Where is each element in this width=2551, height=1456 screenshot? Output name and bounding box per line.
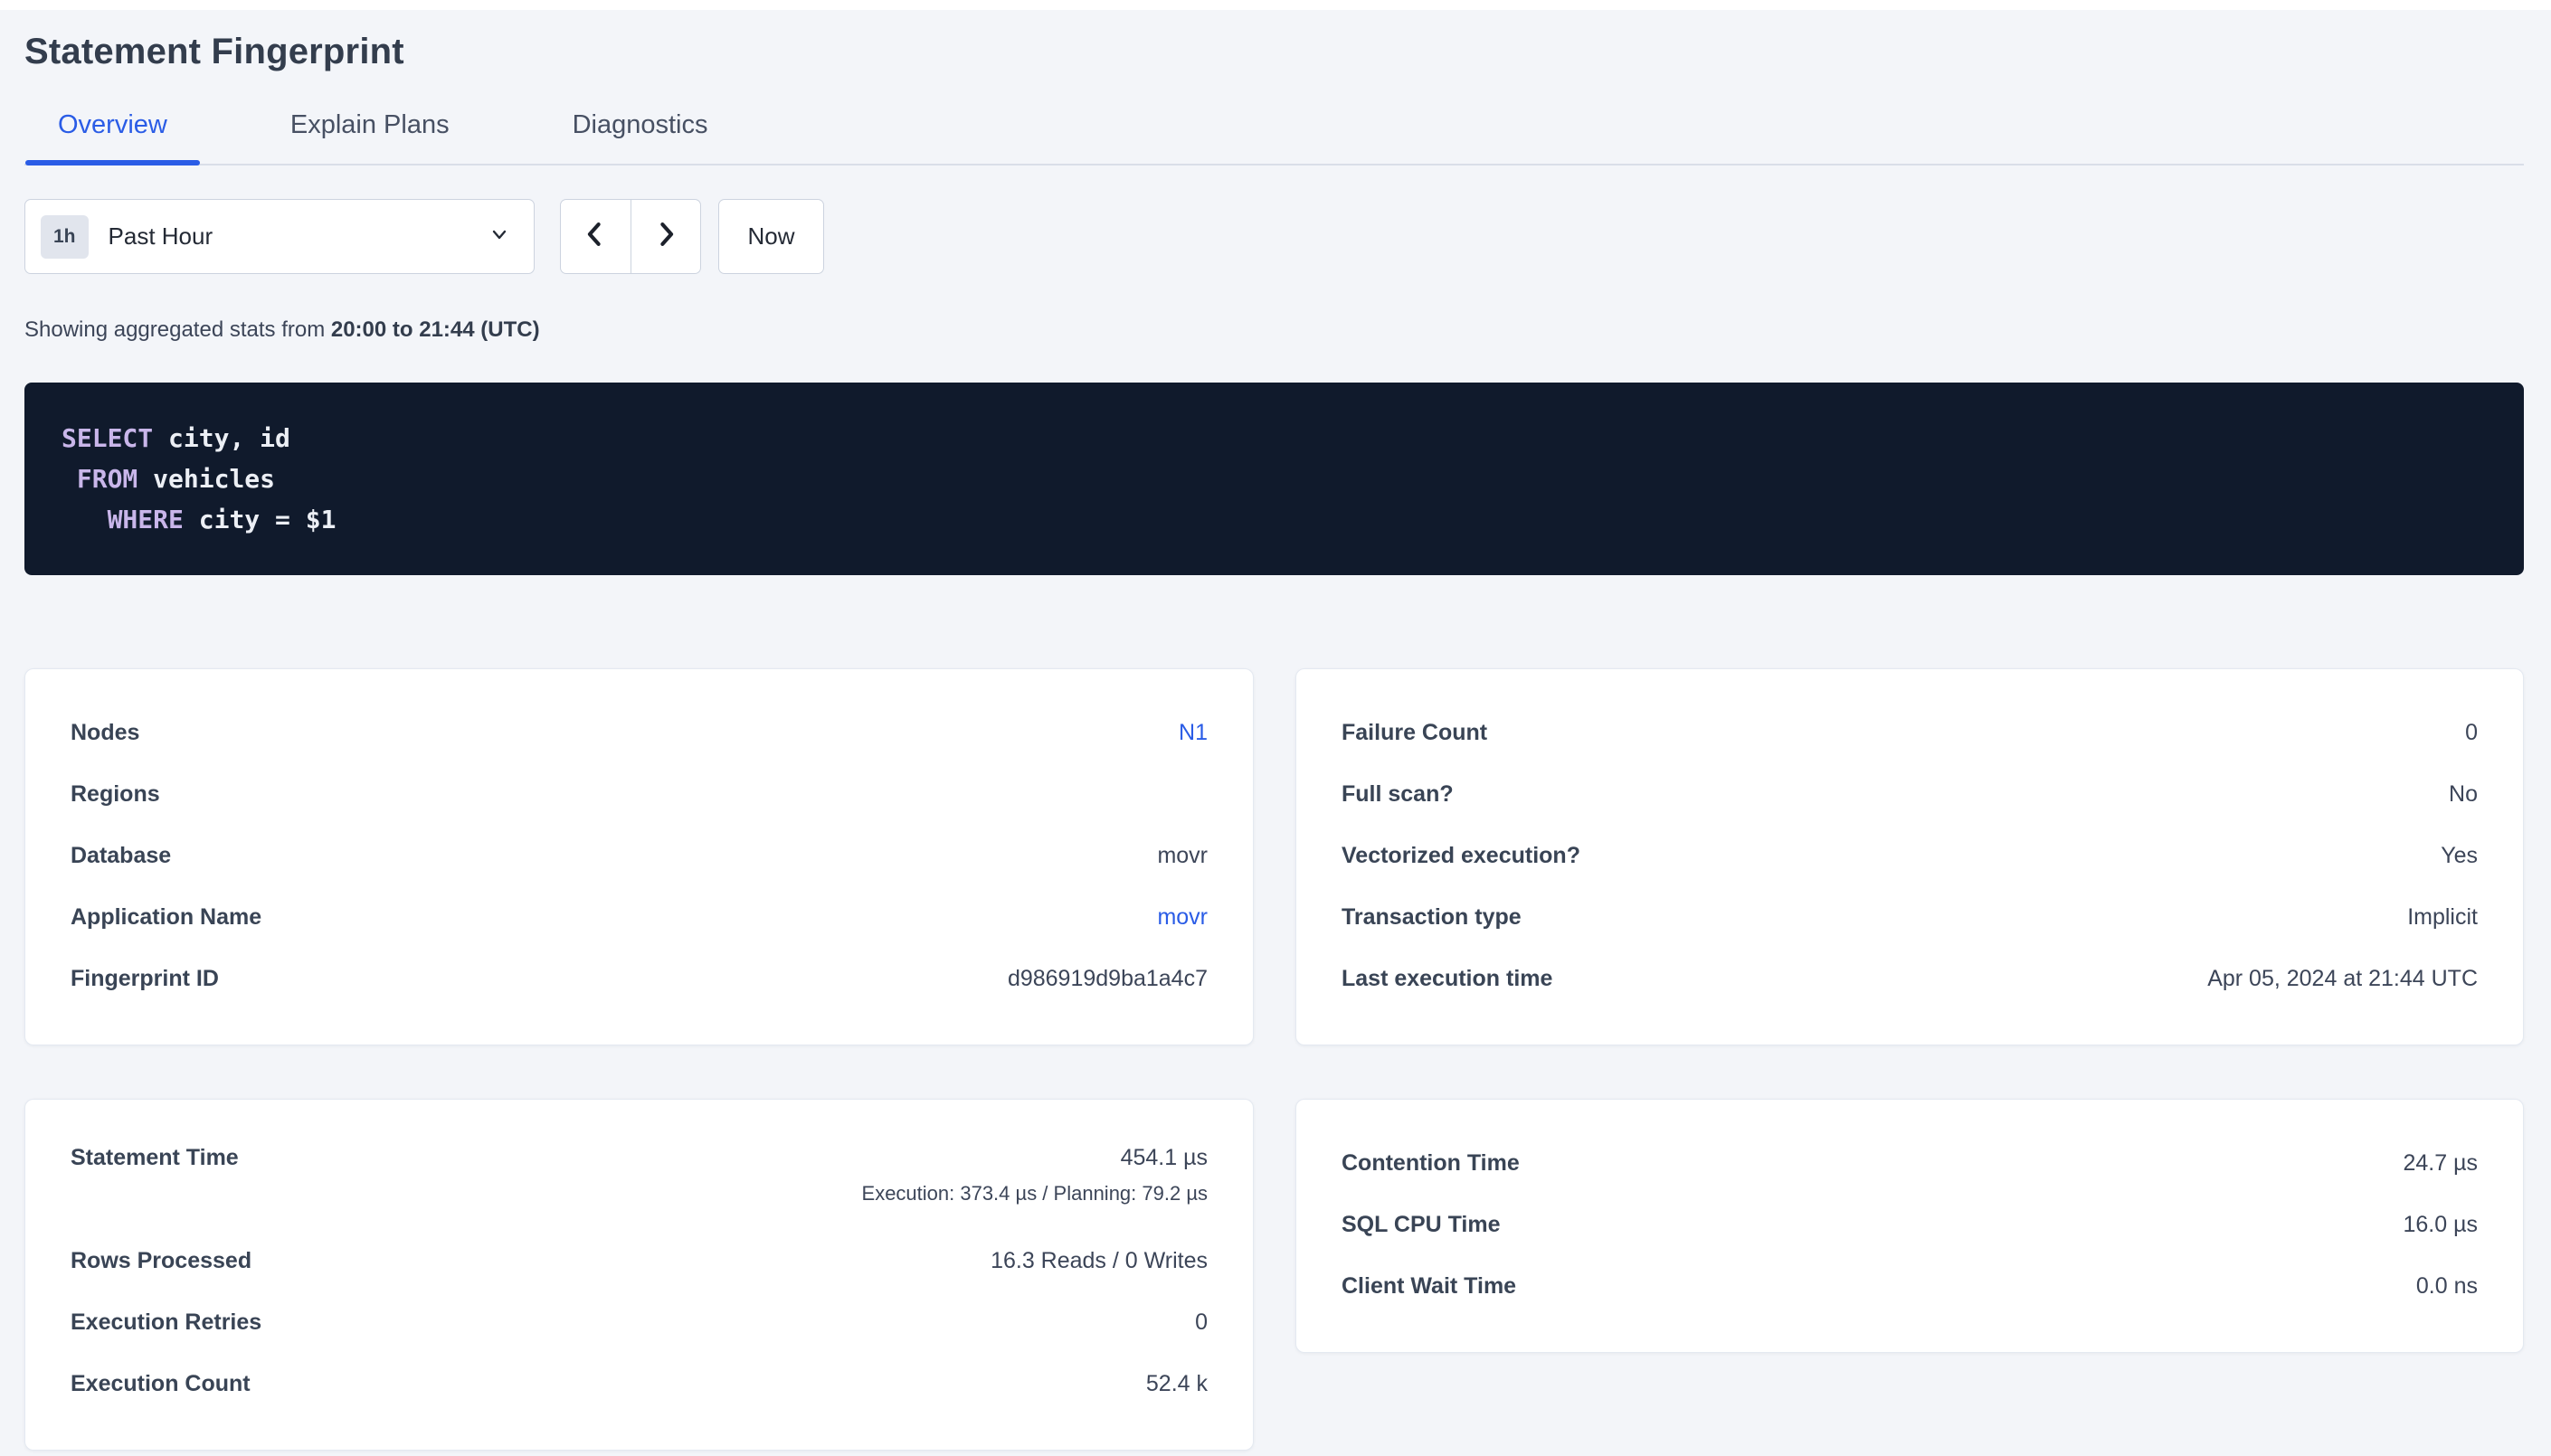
next-time-button[interactable] <box>631 200 701 273</box>
detail-row-transaction-type: Transaction type Implicit <box>1342 886 2478 948</box>
row-label: Client Wait Time <box>1342 1272 1517 1299</box>
statement-fingerprint-page: Statement Fingerprint Overview Explain P… <box>0 32 2551 1451</box>
row-label: Failure Count <box>1342 719 1488 745</box>
time-nav-group <box>560 199 701 274</box>
row-value: Yes <box>2441 842 2478 868</box>
stats-line-prefix: Showing aggregated stats from <box>24 317 331 342</box>
row-label: Application Name <box>71 903 262 930</box>
stats-line-range: 20:00 to 21:44 (UTC) <box>330 317 540 342</box>
stat-row-contention-time: Contention Time 24.7 µs <box>1342 1132 2478 1194</box>
nodes-link[interactable]: N1 <box>1179 719 1208 745</box>
detail-row-application-name: Application Name movr <box>71 886 1208 948</box>
chevron-right-icon <box>652 219 679 254</box>
stats-card-right: Contention Time 24.7 µs SQL CPU Time 16.… <box>1295 1099 2524 1353</box>
time-range-dropdown[interactable]: 1h Past Hour <box>24 199 535 274</box>
row-value: 16.3 Reads / 0 Writes <box>991 1247 1208 1273</box>
row-value: 24.7 µs <box>2403 1149 2478 1176</box>
chevron-left-icon <box>582 219 609 254</box>
detail-row-last-execution-time: Last execution time Apr 05, 2024 at 21:4… <box>1342 948 2478 1009</box>
application-name-link[interactable]: movr <box>1157 903 1208 930</box>
detail-row-vectorized: Vectorized execution? Yes <box>1342 825 2478 886</box>
sql-line: WHERE city = $1 <box>107 505 337 534</box>
time-range-label: Past Hour <box>108 222 213 250</box>
stats-card-left: Statement Time 454.1 µs Execution: 373.4… <box>24 1099 1254 1451</box>
stat-row-client-wait-time: Client Wait Time 0.0 ns <box>1342 1255 2478 1317</box>
tab-overview[interactable]: Overview <box>25 110 200 165</box>
detail-row-full-scan: Full scan? No <box>1342 763 2478 825</box>
row-value: movr <box>1157 842 1208 868</box>
sql-statement-box: SELECT city, id FROM vehicles WHERE city… <box>24 383 2524 575</box>
row-label: Fingerprint ID <box>71 965 219 991</box>
detail-row-fingerprint-id: Fingerprint ID d986919d9ba1a4c7 <box>71 948 1208 1009</box>
row-label: Contention Time <box>1342 1149 1520 1176</box>
stat-row-execution-retries: Execution Retries 0 <box>71 1291 1208 1353</box>
stat-row-statement-time: Statement Time 454.1 µs Execution: 373.4… <box>71 1132 1208 1230</box>
row-label: Full scan? <box>1342 780 1454 807</box>
chevron-down-icon <box>488 223 510 250</box>
tab-diagnostics[interactable]: Diagnostics <box>572 110 708 139</box>
row-value: 0 <box>1195 1309 1208 1335</box>
sql-line: SELECT city, id <box>62 423 290 453</box>
row-label: Statement Time <box>71 1145 239 1170</box>
row-value: Apr 05, 2024 at 21:44 UTC <box>2207 965 2478 991</box>
stat-row-sql-cpu-time: SQL CPU Time 16.0 µs <box>1342 1194 2478 1255</box>
row-value: Implicit <box>2407 903 2478 930</box>
now-button[interactable]: Now <box>718 199 824 274</box>
sql-line: FROM vehicles <box>76 464 276 494</box>
stat-row-execution-count: Execution Count 52.4 k <box>71 1353 1208 1414</box>
row-value: 0 <box>2465 719 2478 745</box>
row-label: Transaction type <box>1342 903 1522 930</box>
row-label: Regions <box>71 780 160 807</box>
row-value: 52.4 k <box>1145 1370 1208 1396</box>
page-title: Statement Fingerprint <box>24 32 404 71</box>
row-value: 0.0 ns <box>2415 1272 2478 1299</box>
row-subvalue: Execution: 373.4 µs / Planning: 79.2 µs <box>861 1182 1208 1205</box>
row-value-stack: 454.1 µs Execution: 373.4 µs / Planning:… <box>862 1145 1208 1205</box>
tab-explain-plans[interactable]: Explain Plans <box>289 110 450 139</box>
row-label: Vectorized execution? <box>1342 842 1580 868</box>
row-value: 454.1 µs <box>1120 1145 1208 1170</box>
row-value: d986919d9ba1a4c7 <box>1007 965 1208 991</box>
row-label: Last execution time <box>1342 965 1553 991</box>
prev-time-button[interactable] <box>561 200 631 273</box>
details-card-left: Nodes N1 Regions Database movr Applicati… <box>24 668 1254 1045</box>
time-range-badge: 1h <box>41 214 89 259</box>
detail-row-nodes: Nodes N1 <box>71 702 1208 763</box>
row-label: Rows Processed <box>71 1247 252 1273</box>
details-card-right: Failure Count 0 Full scan? No Vectorized… <box>1295 668 2524 1045</box>
tabbar: Overview Explain Plans Diagnostics <box>24 110 2524 165</box>
row-label: Execution Count <box>71 1370 251 1396</box>
detail-row-database: Database movr <box>71 825 1208 886</box>
detail-row-failure-count: Failure Count 0 <box>1342 702 2478 763</box>
aggregated-stats-line: Showing aggregated stats from 20:00 to 2… <box>24 317 2524 343</box>
row-value: 16.0 µs <box>2403 1211 2478 1237</box>
row-label: Nodes <box>71 719 140 745</box>
row-label: Execution Retries <box>71 1309 262 1335</box>
top-strip <box>0 0 2551 10</box>
row-label: SQL CPU Time <box>1342 1211 1501 1237</box>
time-picker-row: 1h Past Hour <box>24 199 2524 274</box>
row-label: Database <box>71 842 172 868</box>
row-value: No <box>2449 780 2478 807</box>
cards-grid: Nodes N1 Regions Database movr Applicati… <box>24 668 2524 1451</box>
stat-row-rows-processed: Rows Processed 16.3 Reads / 0 Writes <box>71 1230 1208 1291</box>
detail-row-regions: Regions <box>71 763 1208 825</box>
